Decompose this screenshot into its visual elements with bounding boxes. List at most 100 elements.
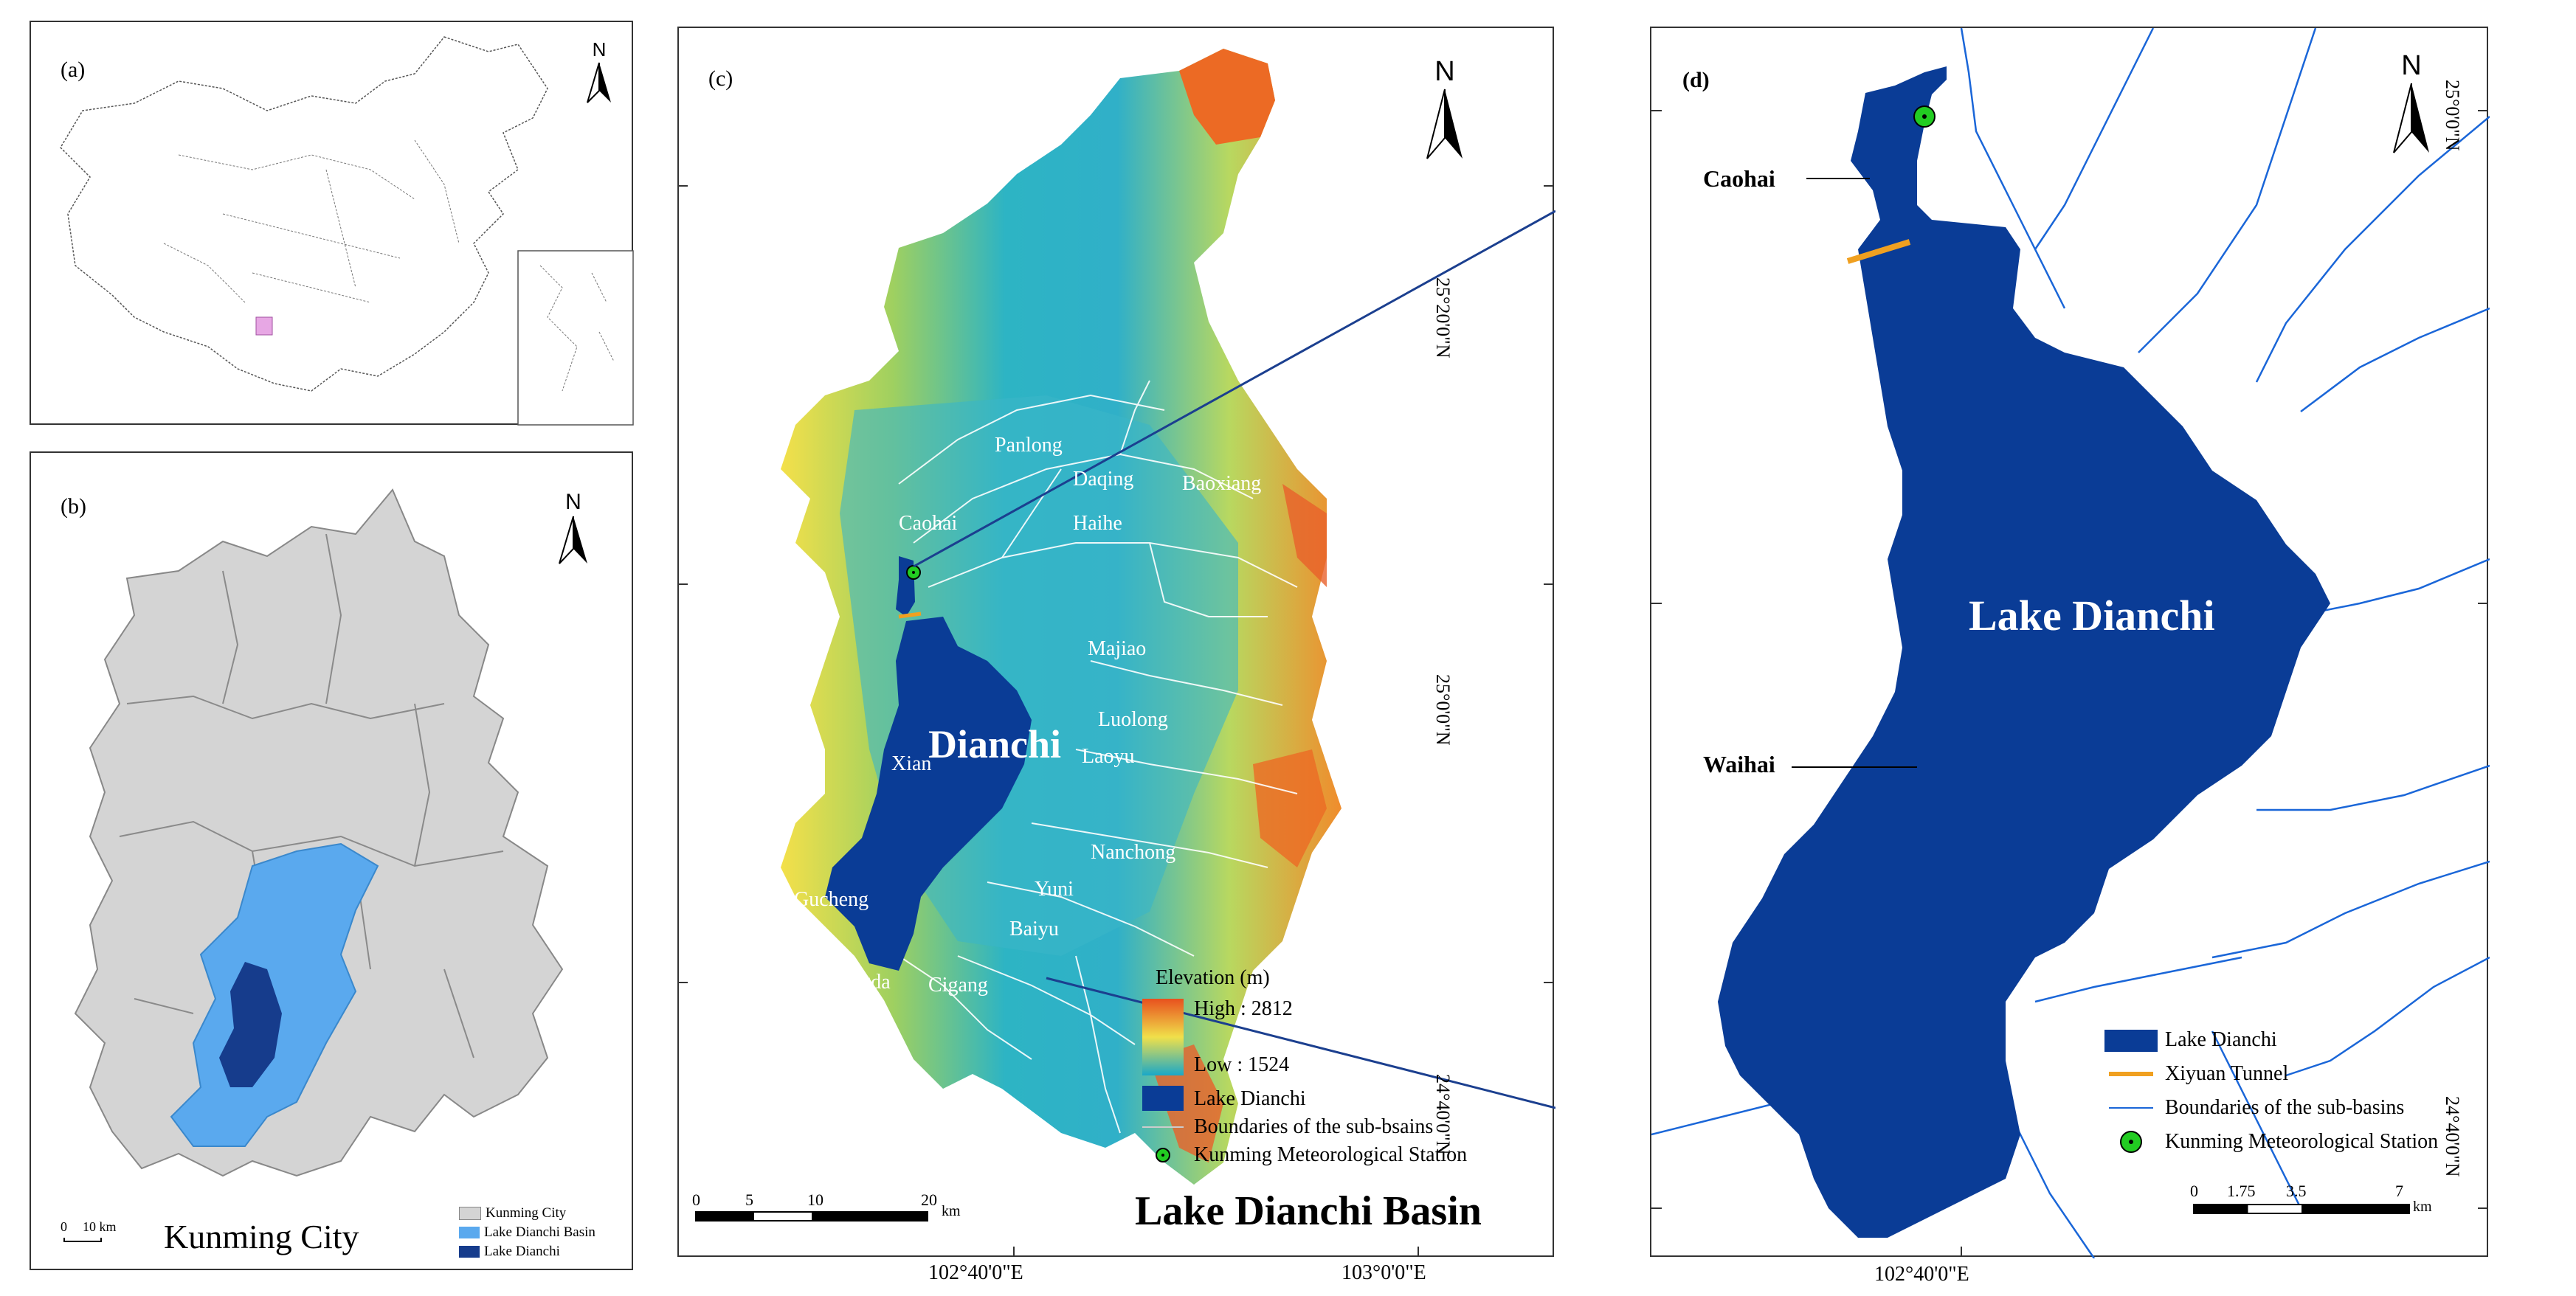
legend-high: High : 2812 — [1194, 997, 1293, 1020]
subbasin-label-gucheng: Gucheng — [794, 888, 869, 911]
north-arrow-icon — [1426, 89, 1463, 159]
subbasin-boundaries — [898, 380, 1298, 1134]
north-label: N — [592, 38, 607, 60]
legend-station: Kunming Meteorological Station — [1194, 1143, 1468, 1166]
high-elevation-zone — [1179, 49, 1275, 145]
legend-low: Low : 1524 — [1194, 1053, 1290, 1076]
lake-label-dianchi: Dianchi — [928, 722, 1062, 766]
xiyuan-tunnel — [898, 611, 922, 619]
subbasin-label-luolong: Luolong — [1098, 708, 1168, 731]
panel-a-north-arrow: N — [577, 38, 621, 109]
north-label: N — [1434, 56, 1455, 87]
lake-dianchi-shape — [1718, 66, 2330, 1238]
panel-d-scale-bar: 0 1.75 3.5 7 km — [2190, 1183, 2441, 1216]
dianchi-lake — [825, 617, 1032, 971]
legend-tunnel: Xiyuan Tunnel — [2165, 1062, 2289, 1085]
legend-swatch — [459, 1207, 481, 1220]
elevation-ramp — [1142, 999, 1184, 1075]
north-label: N — [2401, 50, 2422, 81]
panel-d-label: (d) — [1682, 68, 1710, 92]
north-arrow-icon — [2393, 83, 2429, 153]
scale-tick: 1.75 — [2227, 1182, 2256, 1200]
callout-line-top — [913, 209, 1555, 568]
high-elevation-zone — [1253, 749, 1327, 867]
panel-c-scale-bar: 0 5 10 20 km — [692, 1191, 961, 1222]
subbasin-label-dongda: Dongda — [825, 971, 891, 994]
scale-tick: 0 — [2190, 1182, 2198, 1200]
legend-swatch — [459, 1227, 480, 1238]
lake-dianchi-detail-map — [1651, 28, 2490, 1258]
scale-tick: 7 — [2395, 1182, 2403, 1200]
scale-tick: 0 — [692, 1191, 700, 1209]
high-elevation-zone — [1282, 484, 1327, 587]
legend-label: Lake Dianchi — [484, 1244, 560, 1259]
panel-d-axis-ticks — [1651, 110, 2488, 1257]
panel-a-label: (a) — [61, 58, 86, 82]
legend-label: Lake Dianchi Basin — [484, 1224, 595, 1240]
panel-b-scale-bar: 0 10 km — [61, 1220, 149, 1242]
legend-lake: Lake Dianchi — [1194, 1087, 1306, 1110]
subbasin-label-caohai: Caohai — [899, 512, 958, 535]
lat-label: 25°20'0"N — [1432, 277, 1454, 358]
panel-c-label: (c) — [708, 66, 733, 91]
lake-swatch — [2104, 1030, 2158, 1052]
xiyuan-tunnel — [1846, 239, 1911, 264]
scale-tick: 3.5 — [2286, 1182, 2307, 1200]
panel-b-title: Kunming City — [164, 1218, 359, 1255]
panel-c-axis-ticks — [677, 185, 1554, 1257]
subbasin-label-cigang: Cigang — [928, 974, 988, 997]
north-arrow-icon — [587, 62, 611, 103]
panel-b-kunming-map: (b) N 0 10 km Kunming City Kunming City … — [30, 451, 633, 1270]
scale-bar-graphic — [2193, 1204, 2410, 1214]
lake-label-dianchi: Lake Dianchi — [1969, 592, 2215, 640]
lake-swatch — [1142, 1086, 1184, 1111]
subbasin-label-majiao: Majiao — [1088, 637, 1147, 660]
scale-unit: km — [942, 1203, 961, 1219]
subbasin-label-haihe: Haihe — [1073, 512, 1122, 535]
legend-boundaries: Boundaries of the sub-bsains — [1194, 1115, 1434, 1138]
scale-tick: 20 — [921, 1191, 937, 1209]
subbasin-label-daqing: Daqing — [1073, 468, 1134, 491]
basin-elevation-map — [677, 49, 1555, 1257]
legend-title-elevation: Elevation (m) — [1156, 966, 1270, 989]
panel-d-north-arrow: N — [2382, 50, 2441, 159]
north-arrow-icon — [559, 516, 587, 564]
legend-label: Kunming City — [486, 1205, 567, 1221]
scale-tick: 5 — [745, 1191, 753, 1209]
kunming-city-area — [74, 488, 564, 1177]
legend-boundaries: Boundaries of the sub-basins — [2165, 1096, 2405, 1119]
subbasin-label-laoyu: Laoyu — [1082, 745, 1135, 768]
subbasin-label-baoxiang: Baoxiang — [1182, 472, 1262, 495]
lake-dianchi-area — [219, 962, 282, 1087]
legend-item-kunming-city: Kunming City — [459, 1204, 595, 1223]
lat-label: 24°40'0"N — [2442, 1096, 2463, 1177]
scale-tick: 10 — [807, 1191, 823, 1209]
legend-item-basin: Lake Dianchi Basin — [459, 1223, 595, 1242]
china-outline-map — [60, 36, 634, 426]
callout-line-bottom — [1046, 977, 1555, 1109]
panel-b-legend: Kunming City Lake Dianchi Basin Lake Dia… — [459, 1204, 595, 1261]
lon-label: 102°40'0"E — [1874, 1263, 1969, 1286]
subbasin-label-nanchong: Nanchong — [1091, 841, 1176, 864]
lat-label: 25°0'0"N — [2442, 80, 2463, 151]
legend-lake: Lake Dianchi — [2165, 1028, 2277, 1051]
panel-b-north-arrow: N — [548, 490, 599, 570]
subbasin-label-baiyu: Baiyu — [1009, 918, 1059, 940]
panel-c-frame — [677, 27, 1554, 1257]
scale-line — [63, 1238, 102, 1242]
panel-a-china-map: (a) N — [30, 21, 634, 426]
scale-zero: 0 — [61, 1219, 67, 1234]
lat-label: 25°0'0"N — [1432, 674, 1454, 746]
callout-caohai: Caohai — [1703, 165, 1775, 192]
legend-swatch — [459, 1246, 480, 1258]
scale-bar-graphic — [695, 1211, 928, 1222]
legend-item-lake: Lake Dianchi — [459, 1242, 595, 1261]
subbasin-label-yuni: Yuni — [1035, 878, 1074, 901]
subbasin-label-panlong: Panlong — [995, 434, 1063, 457]
north-label: N — [565, 490, 581, 514]
legend-station: Kunming Meteorological Station — [2165, 1130, 2439, 1153]
scale-unit: km — [2413, 1199, 2432, 1215]
panel-b-label: (b) — [61, 494, 86, 519]
scale-end: 10 km — [83, 1219, 117, 1234]
callout-waihai: Waihai — [1703, 751, 1775, 777]
